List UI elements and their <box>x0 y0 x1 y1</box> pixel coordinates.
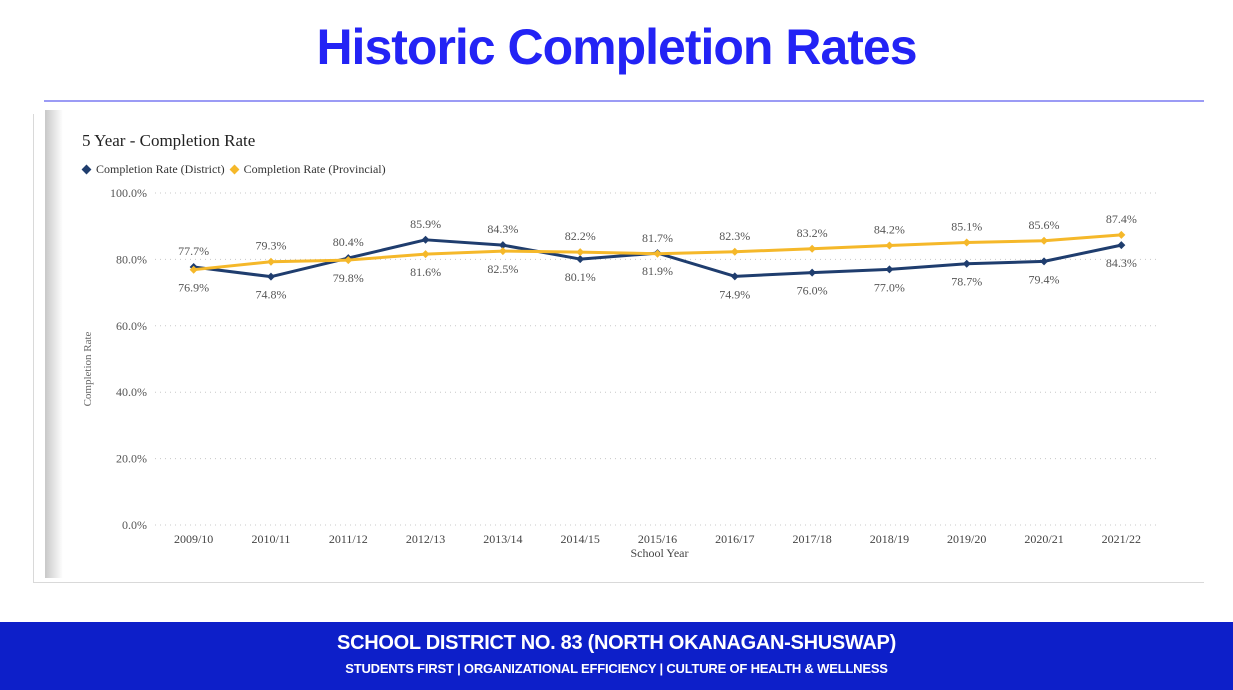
data-point-provincial <box>962 238 971 247</box>
data-point-provincial <box>1117 230 1126 239</box>
data-label-provincial: 76.9% <box>178 281 209 295</box>
chart-legend: Completion Rate (District) Completion Ra… <box>81 162 386 177</box>
data-point-provincial <box>498 247 507 256</box>
legend-item-provincial[interactable]: Completion Rate (Provincial) <box>229 162 386 177</box>
x-tick-label: 2012/13 <box>406 532 445 546</box>
footer-district-name: SCHOOL DISTRICT NO. 83 (NORTH OKANAGAN-S… <box>337 632 896 654</box>
x-tick-label: 2016/17 <box>715 532 754 546</box>
x-tick-label: 2011/12 <box>329 532 368 546</box>
data-label-provincial: 81.7% <box>642 231 673 245</box>
data-point-district <box>730 272 739 281</box>
y-tick-label: 40.0% <box>116 385 147 399</box>
data-label-district: 77.7% <box>178 244 209 258</box>
y-tick-label: 100.0% <box>110 186 147 200</box>
legend-label-district: Completion Rate (District) <box>96 162 225 176</box>
y-tick-label: 0.0% <box>122 518 147 532</box>
data-label-district: 76.0% <box>797 284 828 298</box>
data-label-district: 74.8% <box>255 288 286 302</box>
data-label-provincial: 82.2% <box>565 229 596 243</box>
chart-shadow <box>45 110 63 578</box>
data-point-provincial <box>1040 236 1049 245</box>
data-label-district: 85.9% <box>410 217 441 231</box>
data-label-district: 79.4% <box>1029 272 1060 286</box>
data-point-provincial <box>653 249 662 258</box>
data-label-provincial: 85.1% <box>951 219 982 233</box>
data-point-provincial <box>808 244 817 253</box>
data-point-district <box>885 265 894 274</box>
data-point-provincial <box>189 265 198 274</box>
data-label-provincial: 84.2% <box>874 222 905 236</box>
data-label-district: 77.0% <box>874 280 905 294</box>
data-point-district <box>421 235 430 244</box>
data-point-provincial <box>730 247 739 256</box>
x-tick-label: 2013/14 <box>483 532 522 546</box>
x-tick-label: 2020/21 <box>1024 532 1063 546</box>
line-chart: 0.0% 20.0% 40.0% 60.0% 80.0% 100.0% Completion… <box>82 186 1160 560</box>
data-point-provincial <box>576 248 585 257</box>
data-label-provincial: 82.3% <box>719 229 750 243</box>
data-label-district: 81.9% <box>642 264 673 278</box>
data-label-provincial: 82.5% <box>487 262 518 276</box>
data-point-provincial <box>885 241 894 250</box>
slide-title: Historic Completion Rates <box>316 19 917 75</box>
title-divider <box>44 100 1204 102</box>
data-point-district <box>576 255 585 264</box>
data-point-district <box>498 241 507 250</box>
data-label-district: 84.3% <box>487 222 518 236</box>
x-tick-label: 2018/19 <box>870 532 909 546</box>
data-point-provincial <box>421 250 430 259</box>
x-tick-label: 2009/10 <box>174 532 213 546</box>
data-point-district <box>962 259 971 268</box>
x-tick-label: 2015/16 <box>638 532 677 546</box>
data-label-provincial: 81.6% <box>410 265 441 279</box>
data-label-provincial: 79.8% <box>333 271 364 285</box>
chart-container <box>33 114 1204 583</box>
legend-label-provincial: Completion Rate (Provincial) <box>243 162 386 176</box>
data-label-provincial: 85.6% <box>1029 218 1060 232</box>
y-tick-label: 80.0% <box>116 252 147 266</box>
data-point-provincial <box>266 257 275 266</box>
data-label-provincial: 87.4% <box>1106 212 1137 226</box>
data-point-provincial <box>344 256 353 265</box>
y-tick-label: 20.0% <box>116 452 147 466</box>
data-point-district <box>1117 241 1126 250</box>
footer-banner: SCHOOL DISTRICT NO. 83 (NORTH OKANAGAN-S… <box>0 622 1233 690</box>
y-axis-title: Completion Rate <box>82 331 94 406</box>
data-label-district: 84.3% <box>1106 256 1137 270</box>
data-label-district: 78.7% <box>951 275 982 289</box>
footer-tagline: STUDENTS FIRST | ORGANIZATIONAL EFFICIEN… <box>345 661 888 676</box>
data-label-provincial: 79.3% <box>255 239 286 253</box>
x-tick-label: 2010/11 <box>252 532 291 546</box>
data-point-district <box>266 272 275 281</box>
data-label-district: 80.4% <box>333 235 364 249</box>
data-label-provincial: 83.2% <box>797 226 828 240</box>
y-tick-label: 60.0% <box>116 319 147 333</box>
x-tick-label: 2014/15 <box>561 532 600 546</box>
legend-item-district[interactable]: Completion Rate (District) <box>81 162 225 177</box>
x-tick-label: 2019/20 <box>947 532 986 546</box>
x-tick-label: 2017/18 <box>792 532 831 546</box>
data-point-district <box>808 268 817 277</box>
data-label-district: 80.1% <box>565 270 596 284</box>
x-axis-title: School Year <box>630 546 688 560</box>
x-tick-label: 2021/22 <box>1102 532 1141 546</box>
data-label-district: 74.9% <box>719 287 750 301</box>
data-point-district <box>1040 257 1049 266</box>
chart-title: 5 Year - Completion Rate <box>82 131 256 150</box>
